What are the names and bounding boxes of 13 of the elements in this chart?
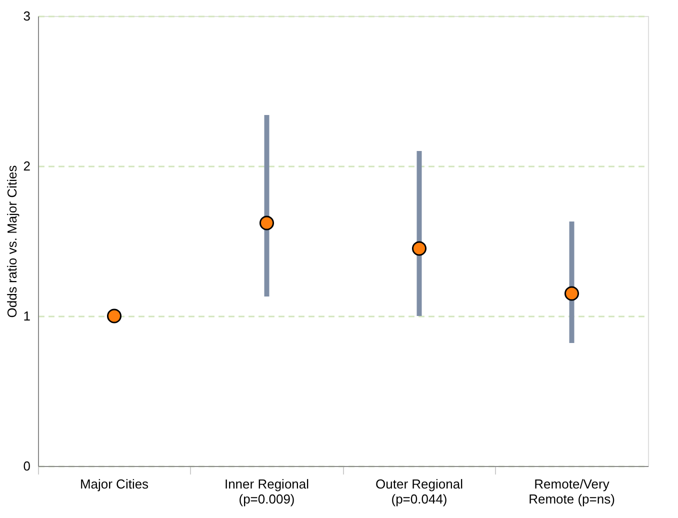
x-tick-label: Major Cities <box>80 476 150 492</box>
y-axis-title: Odds ratio vs. Major Cities <box>4 164 20 318</box>
y-tick-label: 1 <box>23 308 30 324</box>
point <box>412 241 427 256</box>
y-tick-label: 0 <box>23 458 30 474</box>
point <box>106 308 122 324</box>
point <box>564 286 580 301</box>
x-tick-label: Remote/Very Remote (p=ns) <box>528 476 615 506</box>
point <box>259 216 274 230</box>
y-tick-label: 3 <box>23 8 30 24</box>
x-tick-label: Inner Regional (p=0.009) <box>224 476 310 506</box>
x-tick-label: Outer Regional (p=0.044) <box>376 476 464 506</box>
y-tick-label: 2 <box>23 158 30 174</box>
